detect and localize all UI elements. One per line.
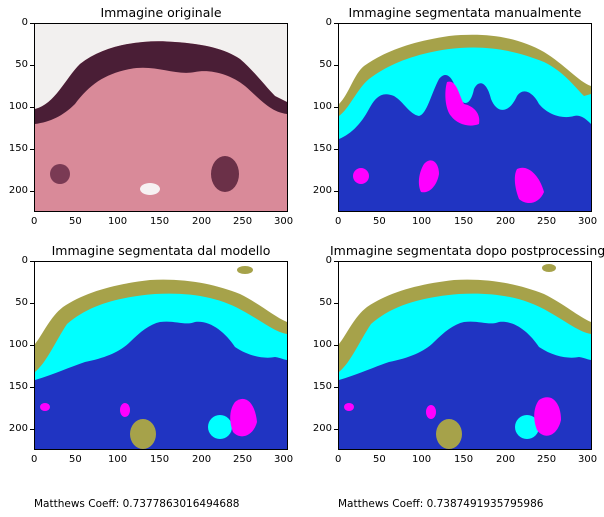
ytick-label: 0 (21, 255, 28, 266)
xtick-label: 200 (496, 454, 516, 465)
xtick-label: 0 (335, 454, 342, 465)
xtick-label: 100 (108, 216, 128, 227)
image-postprocessing (338, 261, 592, 450)
xtick-label: 250 (537, 454, 557, 465)
ytick-label: 150 (8, 381, 28, 392)
xtick-label: 300 (578, 216, 598, 227)
xtick-label: 50 (373, 454, 386, 465)
xtick-label: 250 (233, 454, 253, 465)
xtick-label: 300 (274, 216, 294, 227)
ytick-label: 50 (319, 297, 332, 308)
ytick-label: 100 (312, 339, 332, 350)
region-magenta (230, 398, 257, 437)
region-magenta (120, 403, 130, 417)
image-original (34, 23, 288, 212)
region-cyan (208, 415, 232, 439)
xtick-label: 50 (69, 454, 82, 465)
panel-title-original: Immagine originale (100, 5, 222, 20)
region-magenta (426, 405, 436, 419)
panel-title-model: Immagine segmentata dal modello (51, 243, 271, 258)
xtick-label: 250 (233, 216, 253, 227)
ytick-label: 0 (325, 255, 332, 266)
ytick-label: 200 (312, 185, 332, 196)
region-olive (436, 419, 462, 449)
xtick-label: 100 (412, 216, 432, 227)
ytick-label: 200 (8, 423, 28, 434)
ytick-label: 0 (325, 17, 332, 28)
xtick-label: 100 (108, 454, 128, 465)
region-olive (542, 264, 556, 272)
ytick-label: 150 (312, 381, 332, 392)
xtick-label: 0 (31, 216, 38, 227)
matthews-coeff-postprocessing: Matthews Coeff: 0.7387491935795986 (338, 498, 544, 510)
ytick-label: 100 (8, 339, 28, 350)
ytick-label: 100 (8, 101, 28, 112)
ytick-label: 50 (15, 59, 28, 70)
region-magenta (353, 168, 369, 184)
panel-title-postprocessing: Immagine segmentata dopo postprocessing (330, 243, 604, 258)
xtick-label: 250 (537, 216, 557, 227)
panel-title-manual: Immagine segmentata manualmente (348, 5, 582, 20)
xtick-label: 0 (335, 216, 342, 227)
tissue-epidermis (35, 41, 287, 124)
matthews-coeff-model: Matthews Coeff: 0.7377863016494688 (34, 498, 240, 510)
xtick-label: 150 (150, 216, 170, 227)
xtick-label: 0 (31, 454, 38, 465)
xtick-label: 100 (412, 454, 432, 465)
region-magenta (344, 403, 354, 411)
xtick-label: 200 (192, 454, 212, 465)
region-olive (237, 266, 253, 274)
xtick-label: 300 (578, 454, 598, 465)
ytick-label: 150 (8, 143, 28, 154)
tissue-follicle (211, 156, 239, 192)
region-olive (130, 419, 156, 449)
region-cyan (515, 415, 539, 439)
region-magenta (534, 397, 561, 436)
region-magenta (445, 81, 480, 126)
image-model (34, 261, 288, 450)
tissue-gap (140, 183, 160, 195)
ytick-label: 50 (15, 297, 28, 308)
xtick-label: 150 (454, 454, 474, 465)
ytick-label: 200 (8, 185, 28, 196)
region-magenta (418, 160, 439, 193)
xtick-label: 300 (274, 454, 294, 465)
ytick-label: 100 (312, 101, 332, 112)
ytick-label: 200 (312, 423, 332, 434)
region-magenta (40, 403, 50, 411)
xtick-label: 200 (496, 216, 516, 227)
xtick-label: 50 (69, 216, 82, 227)
ytick-label: 50 (319, 59, 332, 70)
xtick-label: 150 (150, 454, 170, 465)
xtick-label: 200 (192, 216, 212, 227)
image-manual (338, 23, 592, 212)
ytick-label: 0 (21, 17, 28, 28)
region-magenta (514, 167, 544, 204)
xtick-label: 150 (454, 216, 474, 227)
tissue-spot (50, 164, 70, 184)
ytick-label: 150 (312, 143, 332, 154)
xtick-label: 50 (373, 216, 386, 227)
